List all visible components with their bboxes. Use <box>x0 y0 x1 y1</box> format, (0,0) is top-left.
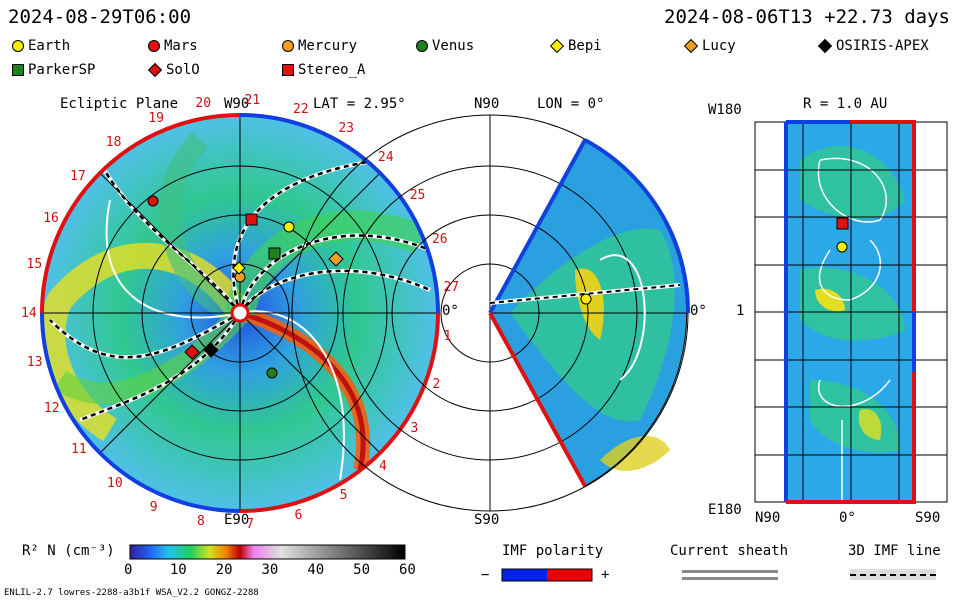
legend-item-solo: SolO <box>147 62 200 78</box>
sector-label: 20 <box>195 96 212 112</box>
panel1-bottom-label: E90 <box>224 512 250 528</box>
sector-label: 8 <box>196 513 205 529</box>
imf-polarity-title: IMF polarity <box>502 543 604 559</box>
imf-polarity-bar <box>501 568 593 582</box>
panel1-top-label: W90 <box>224 96 250 112</box>
panel3-r-label: R = 1.0 AU <box>803 96 888 112</box>
panel3-x-label-n90: N90 <box>755 510 781 526</box>
sector-label: 15 <box>26 256 43 272</box>
colorbar-tick: 30 <box>261 562 279 578</box>
sector-label: 14 <box>21 305 37 321</box>
panel3-bottom-left-label: E180 <box>708 502 742 518</box>
legend-item-mercury: Mercury <box>282 38 357 54</box>
panel3-top-left-label: W180 <box>708 102 742 118</box>
sector-label: 6 <box>294 507 303 523</box>
legend-label: Mercury <box>298 38 358 54</box>
sector-label: 11 <box>71 441 87 457</box>
imf-line-sample <box>850 569 936 580</box>
legend-label: SolO <box>166 62 200 78</box>
circle-marker-icon <box>416 40 428 52</box>
sector-label: 13 <box>26 354 43 370</box>
square-marker-icon <box>12 64 24 76</box>
legend-item-mars: Mars <box>148 38 198 54</box>
radius-panel <box>754 120 948 504</box>
circle-marker-icon <box>12 40 24 52</box>
date-current: 2024-08-29T06:00 <box>8 6 192 28</box>
panel3-mid-label: 1 <box>736 303 745 319</box>
sector-label: 25 <box>409 187 426 203</box>
legend-label: Venus <box>432 38 475 54</box>
legend-label: ParkerSP <box>28 62 96 78</box>
legend-label: Earth <box>28 38 71 54</box>
sector-label: 10 <box>107 475 123 491</box>
current-sheath-title: Current sheath <box>670 543 789 559</box>
colorbar-tick: 40 <box>307 562 325 578</box>
sector-label: 12 <box>43 400 60 416</box>
panel2-bottom-label: S90 <box>474 512 500 528</box>
panel2-right-label: 0° <box>690 303 707 319</box>
sector-label: 19 <box>148 110 164 126</box>
legend-item-stereo-a: Stereo_A <box>282 62 365 78</box>
sector-label: 22 <box>293 101 309 117</box>
sector-label: 7 <box>246 516 254 532</box>
sector-label: 2 <box>432 376 441 392</box>
colorbar-tick: 20 <box>215 562 233 578</box>
ecliptic-plane-panel <box>40 113 440 513</box>
legend-label: Lucy <box>702 38 736 54</box>
legend-label: Bepi <box>568 38 602 54</box>
colorbar-tick: 10 <box>169 562 187 578</box>
panel2-lon: LON = 0° <box>537 96 605 112</box>
panel1-right-label: 0° <box>442 303 459 319</box>
sector-label: 5 <box>339 488 348 504</box>
colorbar-tick: 50 <box>353 562 371 578</box>
panel1-lat: LAT = 2.95° <box>313 96 406 112</box>
legend-item-bepi: Bepi <box>549 38 602 54</box>
panel3-x-label-s90: S90 <box>915 510 941 526</box>
legend-label: Stereo_A <box>298 62 366 78</box>
circle-marker-icon <box>282 40 294 52</box>
legend-label: OSIRIS-APEX <box>836 38 929 54</box>
sector-label: 18 <box>105 135 122 151</box>
sector-label: 1 <box>443 328 452 344</box>
colorbar-label: R² N (cm⁻³) <box>22 543 115 559</box>
legend-item-lucy: Lucy <box>683 38 736 54</box>
panel2-top-label: N90 <box>474 96 500 112</box>
sector-label: 27 <box>443 279 460 295</box>
sector-label: 4 <box>379 458 387 474</box>
legend-item-parkersp: ParkerSP <box>12 62 95 78</box>
sector-label: 3 <box>410 420 419 436</box>
legend-item-venus: Venus <box>416 38 474 54</box>
legend-item-earth: Earth <box>12 38 70 54</box>
legend-item-osiris-apex: OSIRIS-APEX <box>817 38 929 54</box>
imf-minus: − <box>481 567 490 583</box>
date-reference: 2024-08-06T13 +22.73 days <box>664 6 950 28</box>
sector-label: 21 <box>244 93 261 109</box>
sector-label: 24 <box>377 150 394 166</box>
current-sheath-sample <box>682 570 778 580</box>
imf-plus: + <box>601 567 610 583</box>
sector-label: 26 <box>431 231 448 247</box>
sector-label: 9 <box>149 499 158 515</box>
sector-label: 23 <box>338 121 354 137</box>
sector-label: 16 <box>43 210 59 226</box>
colorbar-tick: 60 <box>399 562 416 578</box>
legend-label: Mars <box>164 38 198 54</box>
model-footer: ENLIL-2.7 lowres-2288-a3b1f WSA_V2.2 GON… <box>4 588 259 598</box>
panel1-title: Ecliptic Plane <box>60 96 179 112</box>
meridional-panel <box>291 114 691 512</box>
colorbar-tick: 0 <box>124 562 133 578</box>
sector-label: 17 <box>70 169 86 185</box>
colorbar <box>129 544 406 560</box>
square-marker-icon <box>282 64 294 76</box>
circle-marker-icon <box>148 40 160 52</box>
imf-line-title: 3D IMF line <box>848 543 941 559</box>
panel3-x-label-0: 0° <box>839 510 856 526</box>
